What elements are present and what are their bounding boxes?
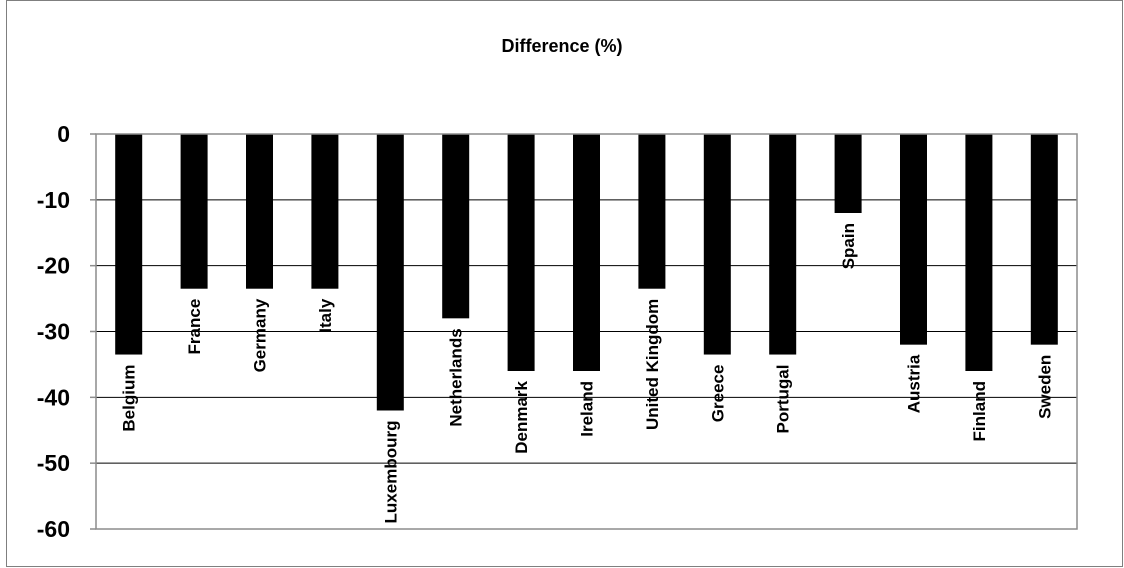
category-label: Ireland <box>578 381 597 437</box>
category-label: Austria <box>905 354 924 413</box>
bar <box>507 134 535 371</box>
bar <box>900 134 927 345</box>
category-label: Spain <box>839 223 858 269</box>
bar <box>703 134 731 355</box>
bar <box>769 134 797 355</box>
category-label: Germany <box>251 298 270 372</box>
chart-title: Difference (%) <box>501 36 623 56</box>
category-label: Portugal <box>774 365 793 434</box>
category-label: France <box>185 299 204 355</box>
bar <box>180 134 208 289</box>
category-label: Greece <box>708 365 727 423</box>
axes <box>90 133 1078 530</box>
y-tick-label: -50 <box>37 450 70 476</box>
y-tick-label: -40 <box>37 384 70 410</box>
category-label: United Kingdom <box>643 299 662 430</box>
bar <box>246 134 273 289</box>
category-label: Italy <box>316 298 335 333</box>
category-label: Denmark <box>512 380 531 453</box>
y-tick-labels: 0 -10 -20 -30 -40 -50 -60 <box>37 121 70 542</box>
bar <box>442 134 470 319</box>
bar <box>376 134 404 411</box>
y-tick-label: -20 <box>37 253 70 279</box>
category-label: Finland <box>970 381 989 441</box>
category-label: Belgium <box>120 365 139 432</box>
y-tick-label: 0 <box>57 121 70 147</box>
bar <box>573 134 600 371</box>
category-label: Netherlands <box>447 328 466 426</box>
bars <box>115 134 1058 411</box>
bar <box>965 134 993 371</box>
category-label: Sweden <box>1035 355 1054 419</box>
bar <box>1030 134 1058 345</box>
y-tick-label: -10 <box>37 187 70 213</box>
bar <box>115 134 143 355</box>
y-tick-label: -30 <box>37 319 70 345</box>
bar <box>834 134 862 213</box>
category-label: Luxembourg <box>381 421 400 524</box>
category-labels: Belgium France Germany Italy Luxembourg Nethe… <box>120 223 1055 523</box>
y-tick-label: -60 <box>37 516 70 542</box>
bar <box>311 134 339 289</box>
bar <box>638 134 666 289</box>
